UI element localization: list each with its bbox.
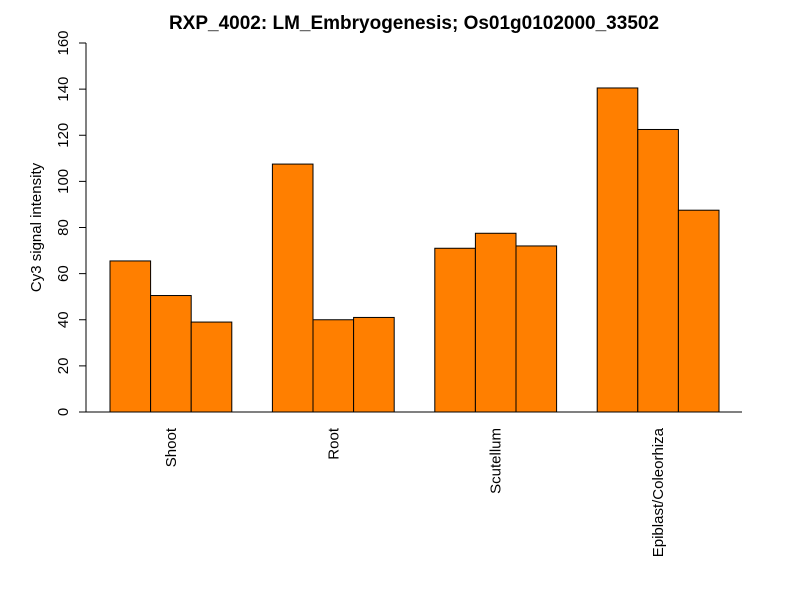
bar-shoot-3 [190,321,233,413]
y-tick-label-40: 40 [55,311,72,328]
y-tick-label-120: 120 [55,123,72,148]
bar-root-1 [271,163,314,413]
x-tick-label-epiblast-coleorhiza: Epiblast/Coleorhiza [650,427,667,557]
y-tick-label-140: 140 [55,77,72,102]
bar-scutellum-1 [434,247,476,413]
y-tick-label-100: 100 [55,169,72,194]
y-tick-label-80: 80 [55,219,72,236]
bar-epiblast-coleorhiza-3 [677,209,720,413]
y-tick-label-0: 0 [55,408,72,416]
y-tick-label-160: 160 [55,30,72,55]
y-axis: 0 20 40 60 80 100 120 140 160 [55,30,87,416]
bars-group [109,87,720,413]
bar-root-3 [353,316,395,413]
y-axis-label: Cy3 signal intensity [28,162,45,292]
bar-scutellum-3 [515,245,558,413]
x-axis: Shoot Root Scutellum Epiblast/Coleorhiza [86,411,742,557]
x-tick-label-root: Root [325,427,342,460]
bar-epiblast-coleorhiza-2 [637,128,679,413]
bar-epiblast-coleorhiza-1 [596,87,639,413]
bar-root-2 [312,319,355,413]
chart-title: RXP_4002: LM_Embryogenesis; Os01g0102000… [169,13,659,34]
bar-shoot-1 [109,260,152,413]
y-tick-label-20: 20 [55,358,72,375]
bar-shoot-2 [150,295,192,413]
x-tick-label-scutellum: Scutellum [488,428,505,494]
bar-scutellum-2 [474,232,517,413]
x-tick-label-shoot: Shoot [163,427,180,467]
y-tick-label-60: 60 [55,265,72,282]
